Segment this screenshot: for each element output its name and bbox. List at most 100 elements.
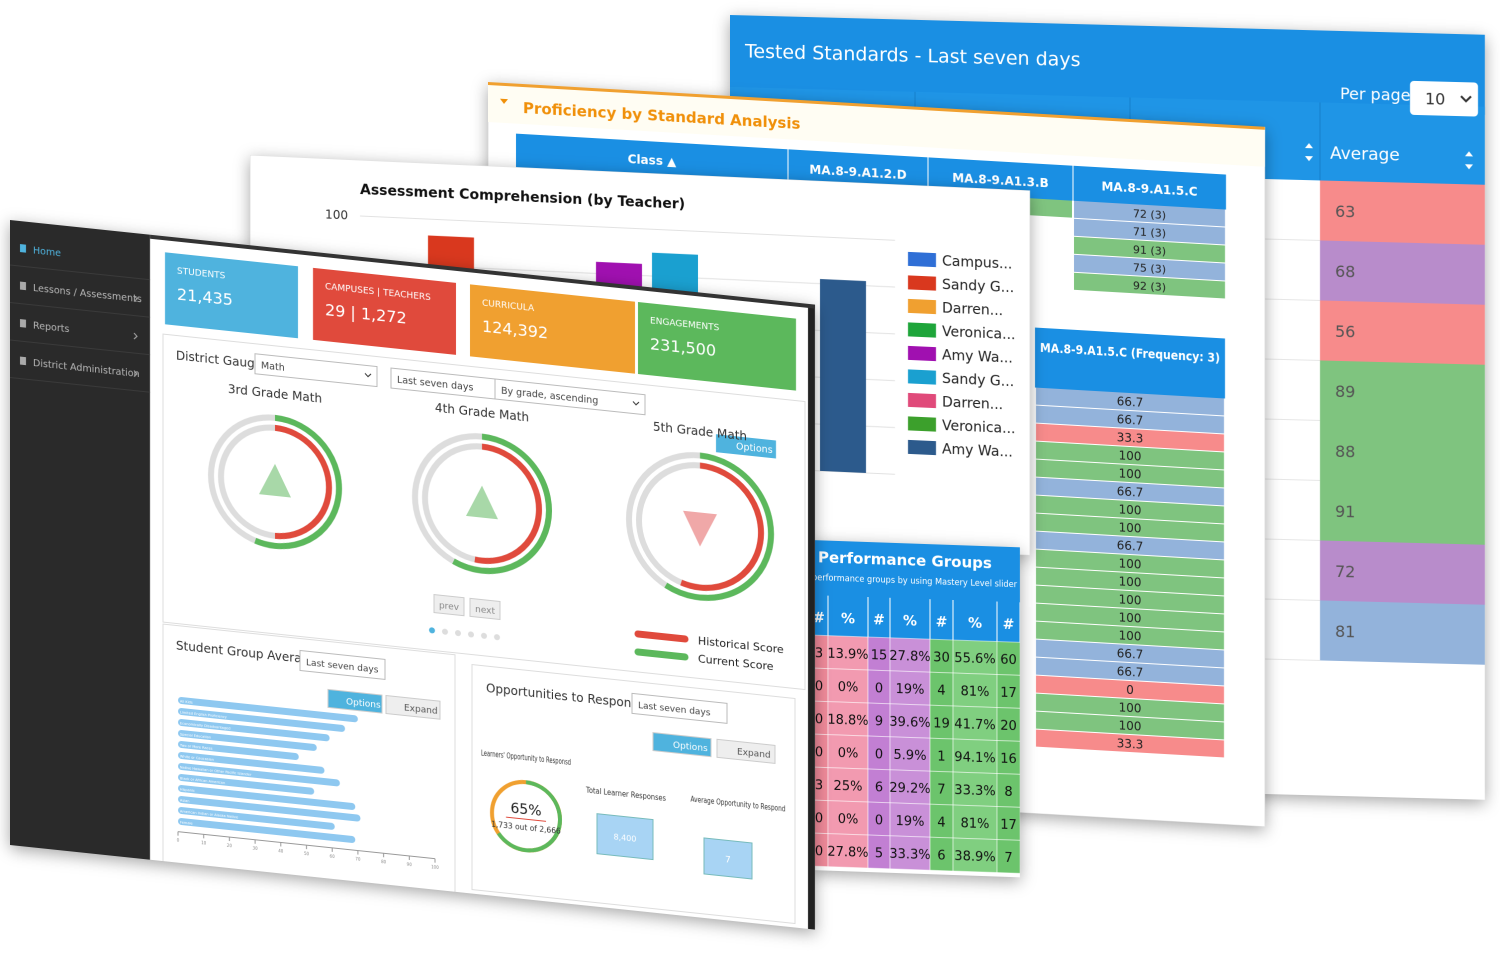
column-header: MA.8-9.A1.3.B [952, 171, 1048, 191]
column-header: # [813, 610, 825, 626]
average-value: 88 [1335, 442, 1355, 462]
cell [1074, 254, 1225, 281]
frequency-cell [1036, 585, 1224, 614]
legend-label: Darren... [942, 300, 1003, 319]
frequency-value: 66.7 [1117, 394, 1144, 410]
legend-label: Veronica... [942, 324, 1015, 343]
frequency-value: 100 [1119, 502, 1142, 517]
nav-separator [10, 339, 150, 356]
button-text: Options [346, 697, 381, 711]
group-bar [178, 763, 340, 787]
cell-text: 19% [896, 814, 925, 830]
frequency-cell [1036, 459, 1224, 488]
column-header: MA.8-9.A1.5.C [1101, 179, 1197, 199]
cell-text: 13.9% [827, 647, 868, 663]
pager-dot [481, 632, 487, 639]
frequency-value: 100 [1119, 700, 1142, 715]
frequency-value: 33.3 [1117, 736, 1144, 752]
nav-icon [20, 281, 26, 291]
x-tick-label: 70 [355, 856, 361, 862]
cell-text: 0 [815, 844, 823, 859]
per-page-label: Per page: [1340, 84, 1416, 105]
frequency-value: 66.7 [1117, 412, 1144, 428]
header [810, 540, 1020, 643]
donut-value: 65% [510, 801, 541, 820]
frequency-cell [1036, 513, 1224, 542]
select [299, 649, 386, 680]
legend-line [634, 648, 689, 661]
legend-label: Veronica... [942, 418, 1015, 437]
legend-label: Amy Wa... [942, 441, 1013, 460]
cell-text: 30 [933, 650, 950, 666]
frequency-header [1035, 327, 1225, 399]
cell-text: 0% [838, 812, 859, 828]
column-header: # [1003, 617, 1015, 633]
frequency-cell [1036, 711, 1224, 740]
group-label: Special Education [180, 732, 211, 739]
cell-text: 0 [875, 681, 883, 696]
cell [1074, 236, 1225, 263]
group-label: Economically Disadvantaged [180, 721, 230, 730]
group-bar [178, 708, 346, 732]
cell-text: 18.8% [827, 713, 868, 729]
column-header: # [873, 612, 885, 628]
donut-underline [506, 816, 546, 822]
average-value: 68 [1335, 262, 1355, 282]
pager-dot [429, 627, 435, 634]
legend-label: Amy Wa... [942, 347, 1013, 366]
cell-text: 72 (3) [1133, 207, 1166, 222]
cell-text: 0 [875, 813, 883, 828]
sidebar [10, 220, 150, 860]
frequency-value: 100 [1119, 466, 1142, 481]
cell-text: 25% [834, 779, 863, 795]
x-tick-label: 100 [431, 864, 439, 870]
cell-text: 0 [815, 745, 823, 760]
cell-text: 60 [1000, 653, 1017, 669]
x-tick-label: 50 [304, 851, 310, 857]
options-text: Options [736, 441, 773, 456]
legend-swatch [908, 251, 936, 268]
average-cell [1320, 420, 1485, 485]
frequency-cell [1036, 729, 1224, 758]
column-header: # [936, 614, 948, 630]
legend-swatch [908, 369, 936, 385]
group-label: All Kids [180, 699, 193, 704]
group-label: Limited English Proficiency [180, 710, 227, 719]
frequency-cell [1036, 603, 1224, 632]
x-tick-label: 90 [407, 862, 413, 868]
frequency-value: 100 [1119, 448, 1142, 463]
trend-arrow [259, 463, 291, 498]
cell-text: 92 (3) [1133, 279, 1166, 294]
select-chevron [364, 372, 372, 378]
pager-text: prev [439, 601, 460, 613]
group-label: Two or More Races [179, 743, 213, 751]
cell-text: 19 [933, 716, 950, 732]
per-page-value: 10 [1425, 89, 1445, 109]
nav-separator [10, 264, 150, 281]
frequency-cell [1036, 621, 1224, 650]
trend-arrow [683, 510, 717, 547]
pager-button [433, 594, 465, 617]
nav-icon [20, 244, 26, 253]
group-label: Female [180, 820, 193, 825]
cell-text: 0 [815, 811, 823, 826]
frequency-cell [1036, 423, 1224, 452]
pager-text: next [475, 605, 495, 617]
average-cell [1320, 540, 1485, 605]
cell-text: 6 [937, 848, 945, 863]
current-arc [664, 452, 774, 601]
cell-text: 5.9% [893, 748, 926, 764]
x-tick-label: 0 [177, 838, 180, 843]
average-value: 89 [1335, 382, 1355, 402]
stat-card [165, 252, 298, 339]
cell-text: 7 [937, 782, 945, 797]
frequency-cell [1036, 549, 1224, 578]
select [631, 692, 728, 724]
cell [1074, 218, 1225, 245]
cell-text: 41.7% [954, 717, 995, 733]
select [254, 353, 378, 388]
pager-dot [468, 631, 474, 638]
cell-text: 5 [875, 846, 883, 861]
y-tick-label: 100 [325, 207, 348, 222]
group-bar [178, 796, 361, 822]
